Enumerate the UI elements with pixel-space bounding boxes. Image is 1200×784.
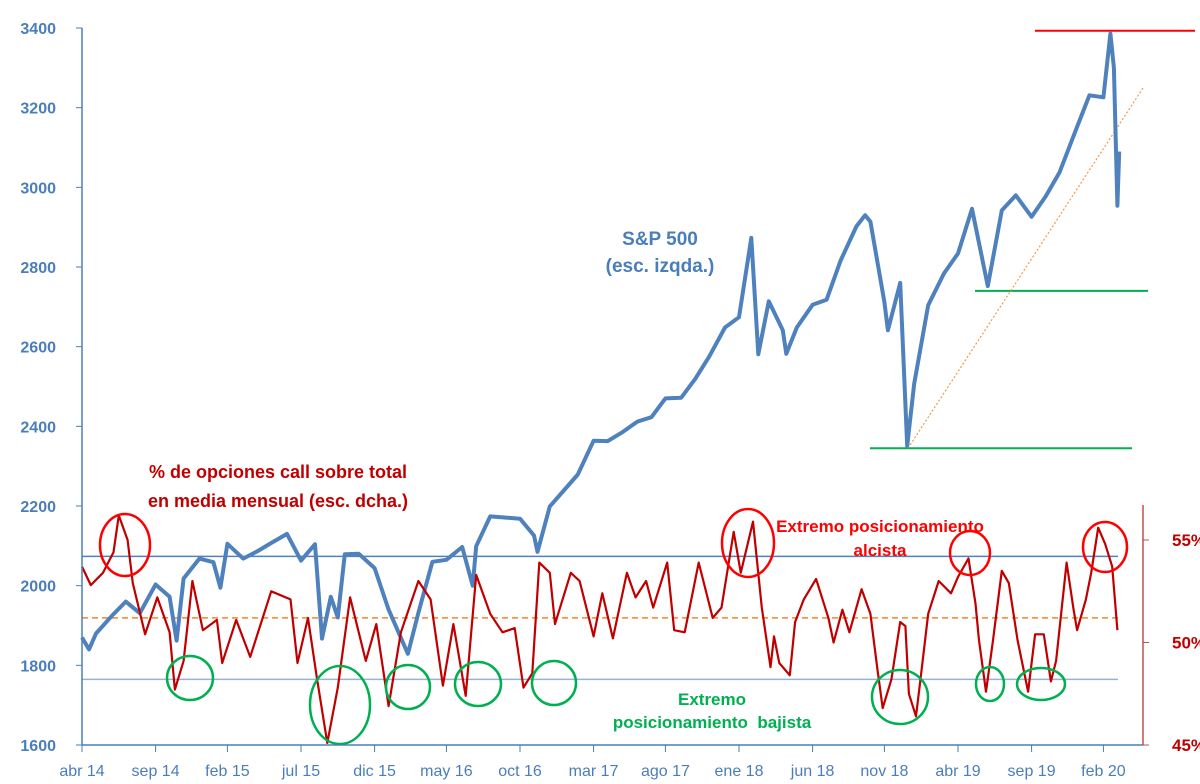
left-tick-label: 2800 — [20, 260, 56, 277]
x-tick-label: mar 17 — [569, 763, 619, 780]
highlight-circles — [98, 507, 1129, 746]
sp500-scale-label: (esc. izqda.) — [606, 256, 715, 277]
x-tick-label: ago 17 — [641, 763, 690, 780]
bearish-extreme-circle — [1015, 666, 1067, 702]
bearish-extreme-circle — [870, 668, 930, 726]
bearish-extreme-circle — [165, 654, 215, 702]
bear-extreme-label: Extremo — [678, 690, 746, 709]
annotations: S&P 500 (esc. izqda.) % de opciones call… — [148, 229, 984, 732]
series-layer — [80, 31, 1122, 744]
left-tick-label: 1600 — [20, 738, 56, 755]
left-tick-label: 3200 — [20, 101, 56, 118]
bullish-extreme-circle — [720, 507, 776, 579]
bearish-extreme-circle — [974, 665, 1006, 703]
x-tick-label: abr 19 — [935, 763, 980, 780]
bear-extreme-label-2: posicionamiento bajista — [613, 713, 812, 732]
left-tick-label: 3000 — [20, 180, 56, 197]
left-tick-label: 2200 — [20, 499, 56, 516]
right-tick-label: 45% — [1172, 736, 1200, 755]
bearish-extreme-circle — [308, 664, 372, 746]
x-tick-label: sep 14 — [132, 763, 180, 780]
right-tick-label: 55% — [1172, 531, 1200, 550]
bull-extreme-label: Extremo posicionamiento — [776, 517, 984, 536]
left-tick-label: 3400 — [20, 21, 56, 38]
x-tick-label: dic 15 — [353, 763, 396, 780]
bullish-extreme-circle — [98, 512, 152, 578]
reference-lines — [82, 29, 1195, 681]
x-tick-label: feb 15 — [205, 763, 250, 780]
left-tick-label: 1800 — [20, 658, 56, 675]
x-tick-label: jul 15 — [281, 763, 320, 780]
left-tick-label: 2600 — [20, 340, 56, 357]
x-tick-label: nov 18 — [860, 763, 908, 780]
trend-line — [907, 87, 1144, 449]
x-tick-label: abr 14 — [59, 763, 104, 780]
left-tick-label: 2400 — [20, 419, 56, 436]
x-tick-label: jun 18 — [790, 763, 835, 780]
bullish-extreme-circle — [948, 529, 992, 577]
sp500-label: S&P 500 — [622, 229, 698, 250]
axes: 1600 1800 2000 2200 2400 2600 2800 3000 3200 3400… — [20, 21, 1200, 780]
sp500-line — [80, 31, 1122, 656]
bullish-extreme-circle — [1081, 520, 1129, 574]
x-tick-label: may 16 — [420, 763, 473, 780]
calls-label: % de opciones call sobre total — [149, 462, 407, 482]
bearish-extreme-circle — [384, 663, 432, 711]
x-tick-label: ene 18 — [715, 763, 764, 780]
right-tick-label: 50% — [1172, 634, 1200, 653]
call-options-line — [81, 514, 1119, 744]
x-tick-label: feb 20 — [1081, 763, 1126, 780]
x-tick-label: sep 19 — [1008, 763, 1056, 780]
bearish-extreme-circle — [530, 659, 578, 707]
bearish-extreme-circle — [453, 660, 503, 708]
left-tick-label: 2000 — [20, 579, 56, 596]
x-tick-label: oct 16 — [498, 763, 542, 780]
bull-extreme-label-2: alcista — [854, 541, 907, 560]
calls-scale-label: en media mensual (esc. dcha.) — [148, 491, 408, 511]
